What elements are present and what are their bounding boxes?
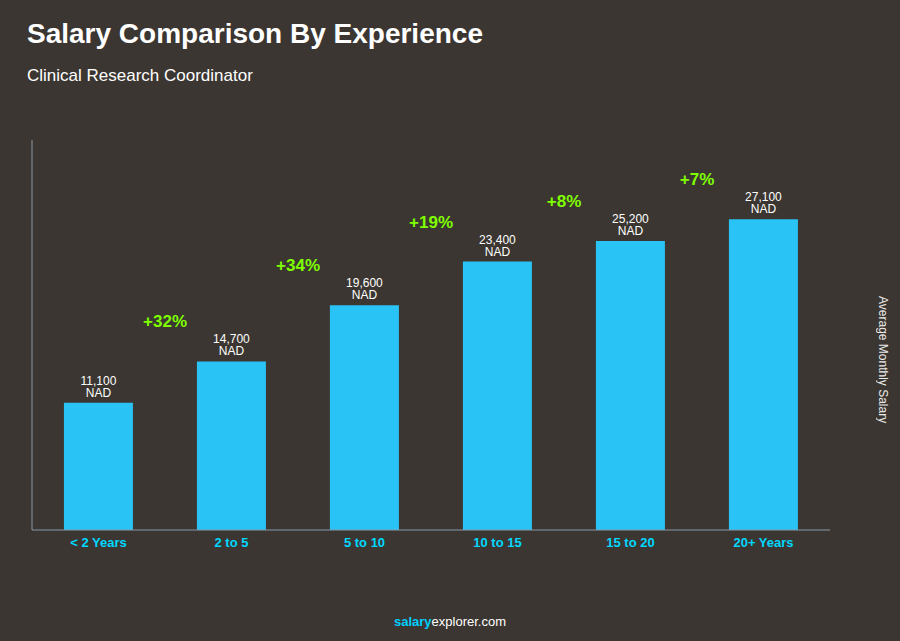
- svg-text:23,400NAD: 23,400NAD: [479, 233, 516, 259]
- svg-text:11,100NAD: 11,100NAD: [81, 374, 117, 400]
- svg-text:+32%: +32%: [143, 312, 187, 331]
- html-text:Clinical Research Coordinator: Clinical Research Coordinator: [27, 66, 253, 85]
- svg-text:19,600NAD: 19,600NAD: [346, 276, 383, 302]
- svg-text:10 to 15: 10 to 15: [473, 535, 521, 550]
- svg-text:+34%: +34%: [276, 256, 320, 275]
- html-text:Average Monthly Salary: Average Monthly Salary: [876, 296, 890, 424]
- html-text:Salary Comparison By Experienc: Salary Comparison By Experience: [27, 18, 483, 49]
- svg-text:15 to 20: 15 to 20: [606, 535, 654, 550]
- html-text:salary explorer.com: salary explorer.com: [394, 614, 506, 629]
- svg-text:+19%: +19%: [409, 213, 453, 232]
- svg-text:2 to 5: 2 to 5: [215, 535, 249, 550]
- svg-text:+7%: +7%: [680, 170, 715, 189]
- svg-text:25,200NAD: 25,200NAD: [612, 212, 649, 238]
- svg-text:5 to 10: 5 to 10: [344, 535, 385, 550]
- svg-text:20+ Years: 20+ Years: [733, 535, 793, 550]
- svg-text:27,100NAD: 27,100NAD: [745, 190, 782, 216]
- svg-text:14,700NAD: 14,700NAD: [213, 332, 250, 358]
- svg-text:+8%: +8%: [547, 192, 582, 211]
- svg-text:< 2 Years: < 2 Years: [70, 535, 127, 550]
